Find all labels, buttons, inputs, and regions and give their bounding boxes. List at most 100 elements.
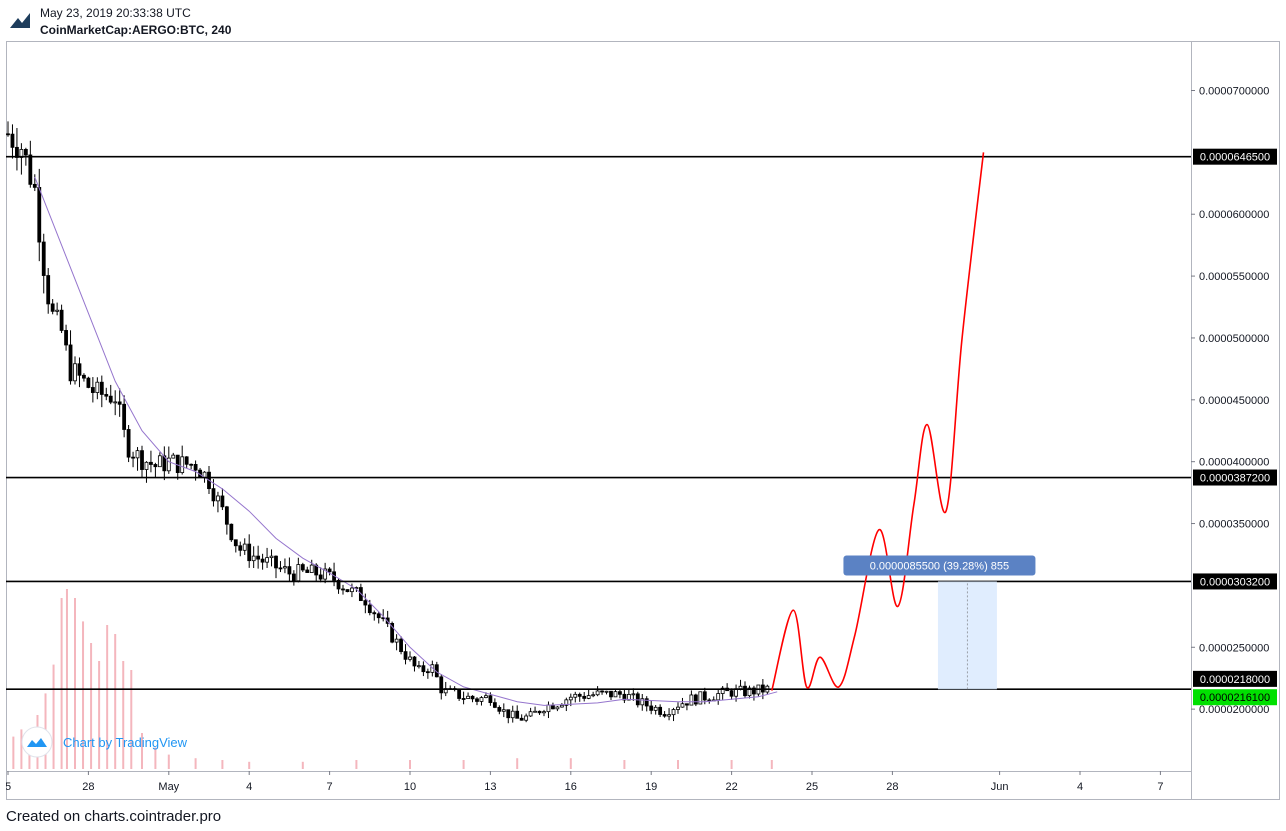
candle-body: [680, 703, 685, 708]
candle-body: [390, 622, 395, 643]
volume-bar: [114, 634, 117, 769]
candle-body: [113, 401, 118, 404]
candle-body: [341, 588, 345, 591]
measure-label: 0.0000085500 (39.28%) 855: [843, 555, 1036, 576]
volume-bar: [141, 733, 143, 769]
volume-bar: [154, 747, 157, 769]
volume-bar: [355, 760, 358, 769]
candle-body: [372, 612, 377, 615]
candle-body: [15, 146, 19, 158]
candle-body: [528, 711, 533, 717]
candle-body: [738, 685, 743, 690]
time-tick-label: 7: [327, 781, 333, 793]
time-tick-label: 28: [886, 781, 898, 793]
candle-body: [180, 456, 185, 474]
candle-body: [470, 695, 475, 700]
chart-timestamp: May 23, 2019 20:33:38 UTC: [40, 6, 191, 20]
price-tick-label: 0.0000200000: [1199, 704, 1269, 716]
volume-bar: [12, 736, 15, 769]
candle-body: [604, 690, 609, 693]
candle-body: [488, 695, 493, 704]
candle-body: [546, 704, 551, 713]
candle-body: [157, 455, 162, 468]
volume-bar: [623, 760, 626, 769]
candle-body: [28, 154, 33, 185]
candle-body: [64, 330, 68, 346]
volume-bar: [65, 589, 68, 769]
last-price-label-bg: [1193, 689, 1277, 706]
candle-body: [591, 694, 596, 697]
candle-body: [175, 454, 180, 474]
candle-body: [631, 693, 636, 696]
cloud-icon: [27, 738, 47, 747]
candle-body: [233, 539, 238, 547]
level-price-label-bg: [1193, 670, 1277, 687]
candle-body: [667, 714, 671, 717]
candle-body: [323, 568, 328, 580]
candle-body: [122, 403, 127, 430]
candle-body: [37, 186, 42, 243]
candle-body: [242, 543, 247, 551]
candle-body: [149, 461, 153, 465]
candle-body: [399, 638, 403, 653]
projection-drawing[interactable]: [771, 152, 985, 691]
time-tick-label: 28: [82, 781, 94, 793]
candle-body: [117, 401, 122, 405]
level-price-label: 0.0000303200: [1200, 576, 1270, 588]
time-tick-label: 19: [645, 781, 657, 793]
time-tick-label: 22: [725, 781, 737, 793]
candle-body: [533, 710, 537, 713]
watermark-text: Chart by TradingView: [63, 735, 188, 750]
price-tick-label: 0.0000450000: [1199, 395, 1269, 407]
volume-bar: [82, 621, 85, 769]
candle-body: [363, 600, 368, 606]
candle-body: [457, 689, 462, 699]
candle-body: [662, 714, 667, 717]
volume-bar: [730, 760, 733, 769]
candle-body: [86, 377, 91, 388]
candle-body: [345, 589, 350, 593]
candle-body: [265, 557, 269, 563]
tradingview-logo-icon: [8, 10, 32, 30]
last-price-label: 0.0000216100: [1200, 692, 1270, 704]
candle-body: [644, 698, 649, 707]
volume-bar: [462, 760, 465, 769]
candle-body: [309, 564, 314, 573]
candle-body: [166, 457, 171, 472]
candle-body: [676, 706, 680, 710]
candle-body: [216, 495, 220, 502]
candle-body: [108, 395, 113, 403]
time-tick-label: 13: [484, 781, 496, 793]
volume-bar: [60, 598, 63, 769]
volume-bar: [221, 760, 224, 769]
candle-body: [653, 706, 658, 711]
volume-bar: [770, 760, 773, 769]
candle-body: [300, 564, 305, 571]
candle-body: [296, 564, 301, 582]
candle-body: [484, 695, 488, 699]
candle-body: [104, 394, 109, 397]
price-tick-label: 0.0000400000: [1199, 457, 1269, 469]
candle-body: [671, 709, 676, 716]
candle-body: [421, 665, 426, 673]
chart-symbol: CoinMarketCap:AERGO:BTC, 240: [40, 23, 232, 37]
price-chart[interactable]: 0.0000085500 (39.28%) 855 0.00007000000.…: [6, 41, 1280, 800]
candle-body: [519, 717, 524, 721]
candle-body: [336, 579, 341, 590]
candle-body: [542, 711, 546, 714]
volume-bar: [20, 729, 23, 769]
price-axis-ticks: 0.0000700000 0.0000600000 0.0000550000 0.00…: [1191, 85, 1269, 716]
volume-bar: [248, 761, 251, 769]
price-tick-label: 0.0000700000: [1199, 85, 1269, 97]
candle-body: [32, 183, 37, 188]
candle-body: [68, 344, 73, 382]
candle-body: [506, 709, 511, 719]
candle-body: [582, 695, 587, 699]
candle-body: [609, 690, 613, 698]
candle-body: [385, 617, 390, 624]
tradingview-watermark[interactable]: Chart by TradingView: [21, 726, 188, 758]
candle-body: [90, 387, 95, 393]
candle-body: [77, 363, 82, 376]
candle-body: [95, 381, 100, 393]
volume-bar: [194, 758, 197, 769]
